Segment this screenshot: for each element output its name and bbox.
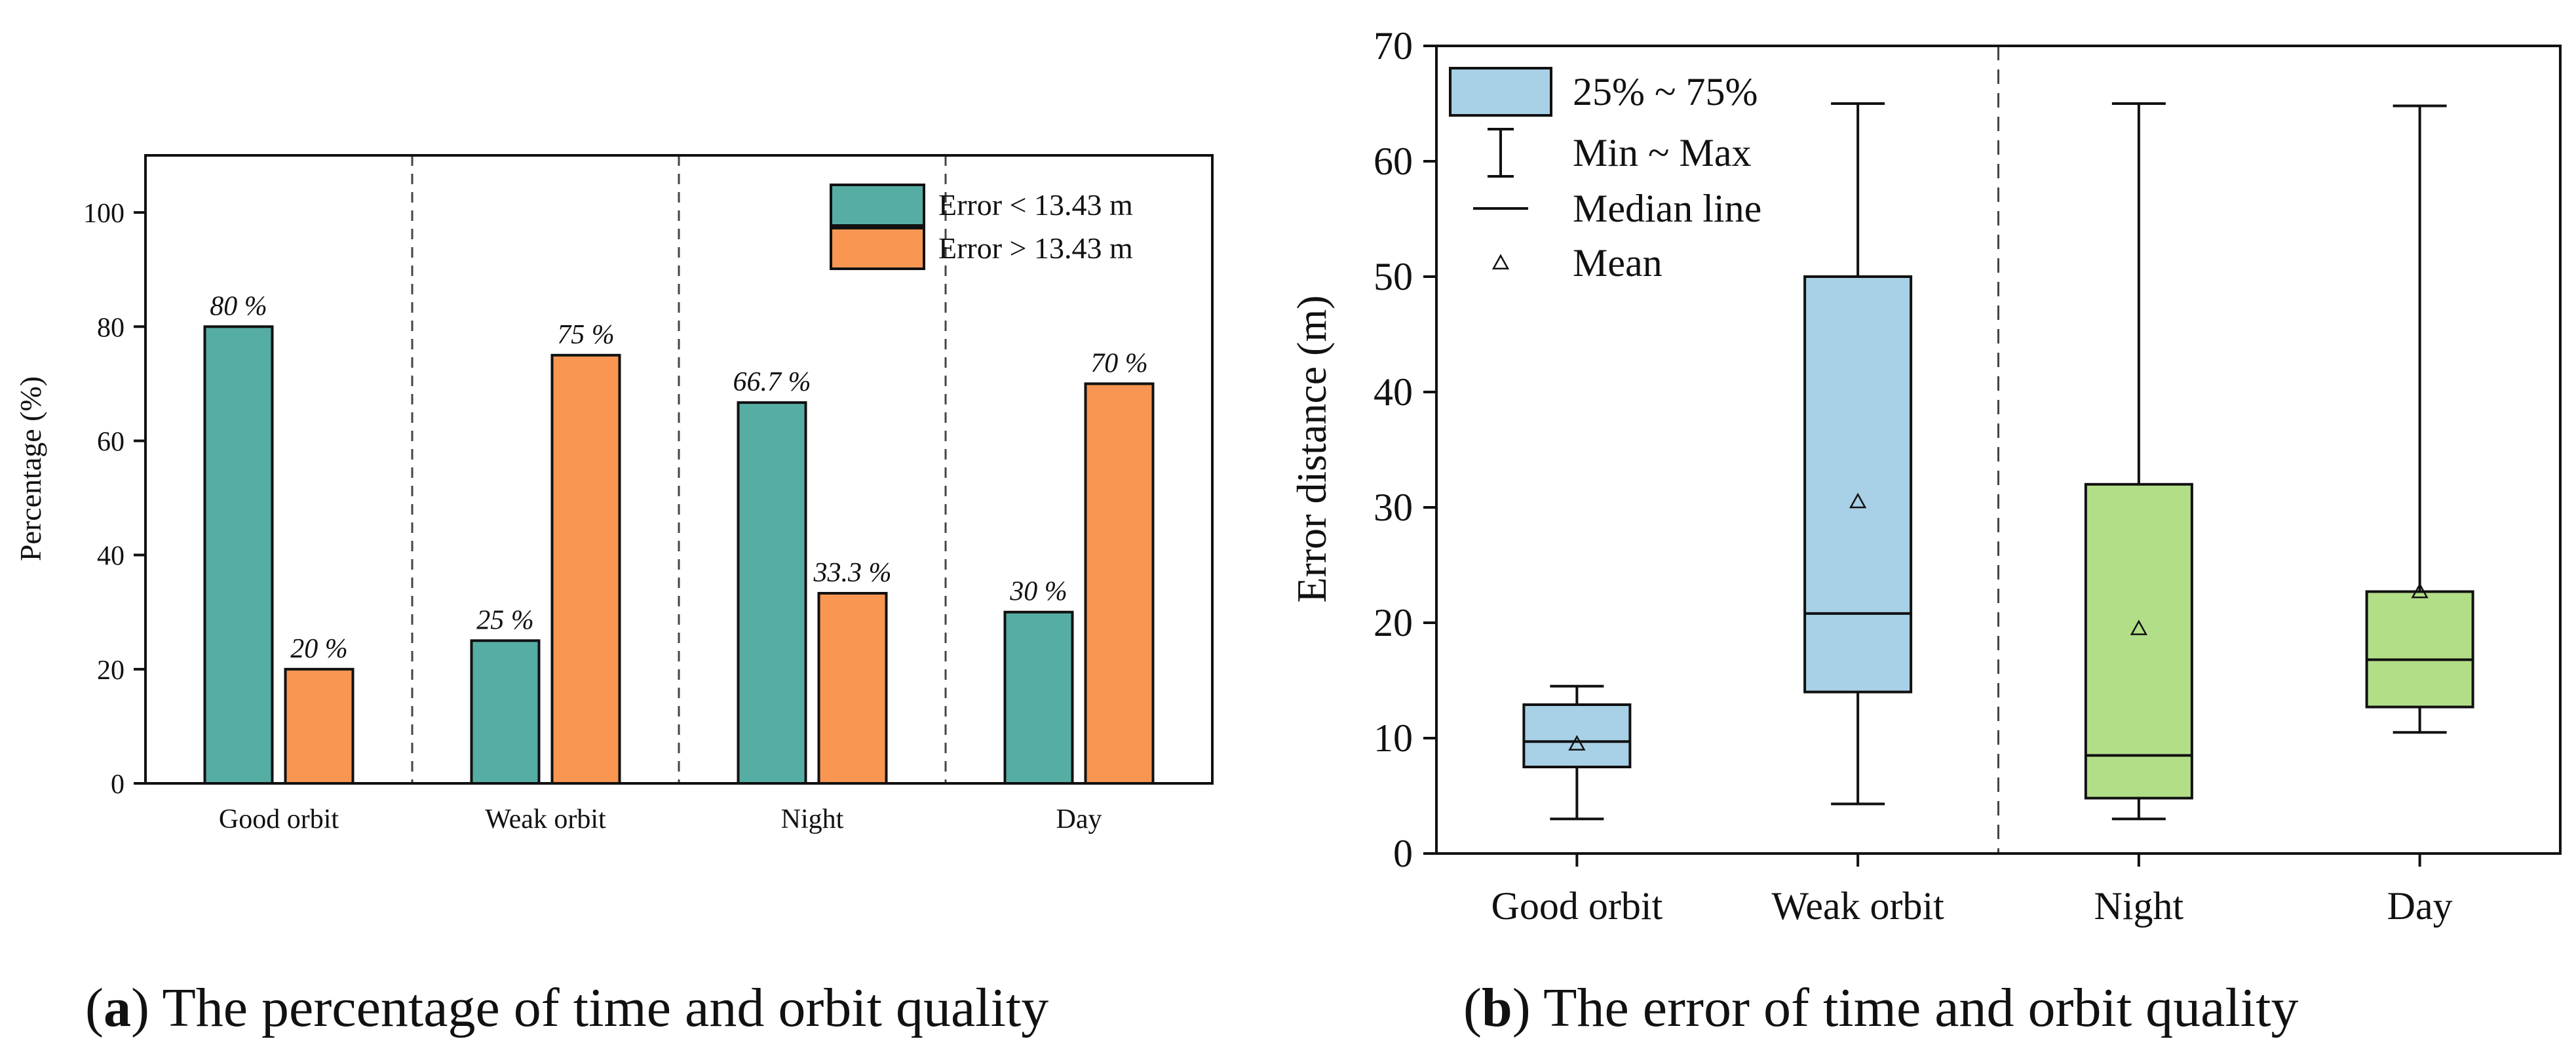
caption-b: (b) The error of time and orbit quality	[1463, 977, 2298, 1038]
panel-a-plot-frame	[144, 154, 1214, 785]
panel-b-x-tick-label: Day	[2387, 884, 2453, 928]
panel-a-legend-swatch	[830, 227, 925, 270]
caption-a-text: The percentage of time and orbit quality	[162, 977, 1048, 1038]
panel-a-legend-label: Error > 13.43 m	[938, 231, 1133, 265]
panel-b-mean-weak-orbit	[1849, 492, 1867, 509]
panel-a-bar-label: 30 %	[1009, 577, 1067, 607]
panel-a-y-tick-label: 20	[97, 656, 125, 686]
panel-b-box-day	[2365, 590, 2474, 709]
panel-a-legend-label: Error < 13.43 m	[938, 188, 1133, 222]
panel-a-bar-night-series-2	[817, 591, 888, 785]
panel-a-separators	[411, 155, 947, 783]
panel-b-y-tick-label: 20	[1374, 601, 1413, 644]
panel-a-y-axis-title: Percentage (%)	[14, 376, 47, 561]
panel-a-y-tick-label: 40	[97, 541, 125, 572]
panel-b-x-tick-label: Good orbit	[1491, 884, 1663, 928]
panel-a-legend-swatch	[830, 184, 925, 227]
panel-a-bar-night-series-1	[737, 401, 807, 785]
panel-a-y-tick-label: 60	[97, 427, 125, 457]
panel-b-box-weak-orbit	[1803, 275, 1913, 694]
panel-a-bar-label: 20 %	[290, 634, 348, 664]
panel-a-bar-label: 66.7 %	[733, 367, 811, 397]
panel-b-x-tick-label: Night	[2094, 884, 2184, 928]
panel-b-x-tick-label: Weak orbit	[1771, 884, 1944, 928]
panel-a-bar-label: 70 %	[1090, 348, 1148, 378]
panel-a-bar-weak-orbit-series-2	[550, 353, 621, 785]
panel-b-axes: 0 10 20 30 40 50 60 70 Good orbit Weak orbit Night…	[1374, 24, 2562, 928]
panel-b-legend-box-icon	[1449, 67, 1552, 117]
panel-a-bar-good-orbit-series-2	[284, 667, 355, 785]
panel-b-y-tick-label: 40	[1374, 370, 1413, 414]
panel-a-bar-label: 80 %	[210, 291, 267, 321]
panel-b-mean-night	[2130, 619, 2147, 635]
caption-b-letter: b	[1482, 977, 1512, 1038]
panel-b-boxes	[1522, 102, 2474, 821]
panel-b-y-tick-label: 30	[1374, 486, 1413, 529]
caption-b-text: The error of time and orbit quality	[1543, 977, 2298, 1038]
panel-a-x-tick-label: Day	[1056, 804, 1102, 834]
panel-b-y-tick-label: 70	[1374, 24, 1413, 68]
panel-b-legend-mean-icon	[1491, 254, 1510, 270]
panel-b-legend-label: Median line	[1573, 187, 1761, 230]
panel-b-y-tick-label: 50	[1374, 255, 1413, 298]
panel-b-mean-day	[2411, 582, 2429, 599]
panel-a-x-tick-label: Good orbit	[219, 804, 339, 834]
panel-b-mean-good-orbit	[1568, 735, 1586, 751]
panel-b-legend-label: Mean	[1573, 241, 1663, 285]
caption-a-letter: a	[104, 977, 131, 1038]
panel-a-chart: Percentage (%) 80 % 20 % 25 % 75 % 66.7 % 33.…	[14, 154, 1214, 834]
panel-a-bar-good-orbit-series-1	[203, 325, 274, 785]
panel-b-y-axis-title: Error distance (m)	[1288, 295, 1335, 602]
panel-b-y-tick-label: 60	[1374, 140, 1413, 183]
panel-a-axes: 0 20 40 60 80 100 Good orbit Weak orbit Night Day	[83, 154, 1214, 834]
panel-b-box-night	[2084, 482, 2193, 800]
panel-a-y-tick-label: 0	[111, 770, 125, 800]
panel-a-legend: Error < 13.43 m Error > 13.43 m	[830, 184, 1133, 270]
panel-b-legend: 25% ~ 75% Min ~ Max Median line Mean	[1449, 67, 1761, 285]
panel-b-y-tick-label: 10	[1374, 716, 1413, 760]
panel-a-x-tick-label: Night	[781, 804, 844, 834]
panel-b-y-tick-label: 0	[1393, 832, 1413, 875]
panel-a-y-tick-label: 80	[97, 313, 125, 343]
panel-a-bars: 80 % 20 % 25 % 75 % 66.7 % 33.3 % 30 % 70 %	[203, 291, 1155, 785]
panel-b-plot-frame	[1435, 45, 2562, 855]
panel-a-bar-day-series-1	[1003, 610, 1074, 785]
panel-a-bar-label: 33.3 %	[813, 558, 892, 588]
panel-a-y-tick-label: 100	[83, 199, 125, 229]
panel-a-bar-label: 75 %	[557, 320, 615, 350]
panel-b-legend-label: Min ~ Max	[1573, 131, 1751, 174]
panel-b-legend-label: 25% ~ 75%	[1573, 70, 1758, 113]
panel-a-x-tick-label: Weak orbit	[485, 804, 606, 834]
panel-b-chart: Error distance (m) 0 10 20 30 40 50 60 70 Good o…	[1288, 24, 2562, 928]
panel-a-bar-day-series-2	[1084, 382, 1155, 785]
panel-a-bar-weak-orbit-series-1	[470, 639, 541, 785]
panel-a-bar-label: 25 %	[476, 605, 534, 635]
caption-a: (a) The percentage of time and orbit qua…	[85, 977, 1048, 1038]
